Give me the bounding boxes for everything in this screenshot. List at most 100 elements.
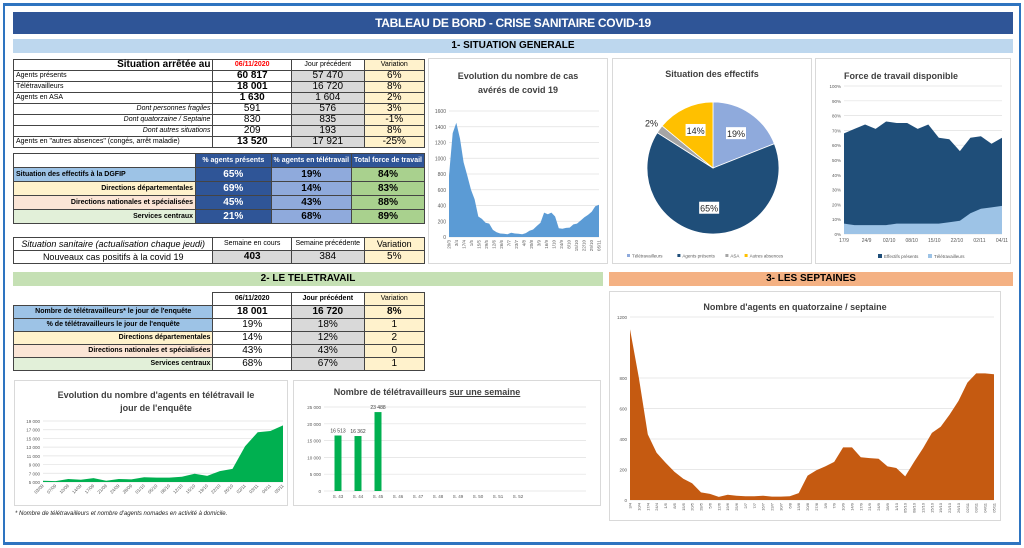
data-label: 65% [700, 204, 718, 214]
current-value: 13 520 [212, 136, 293, 148]
x-tick-label: S. 47 [413, 494, 424, 499]
situation-date: 06/11/2020 [212, 59, 293, 71]
x-tick-label: 8/5 [672, 502, 677, 508]
table-row: Directions départementales 14% 12% 2 [12, 331, 426, 345]
y-tick-label: 15 000 [26, 436, 40, 441]
variation-value: 8% [363, 125, 426, 137]
situation-label: Situation arrêtée au [12, 59, 214, 71]
area-series-t-l-travailleurs [844, 205, 1002, 234]
x-tick-label: 4/8 [522, 240, 527, 247]
y-tick-label: 13 000 [26, 445, 40, 450]
x-tick-label: 04/11 [983, 502, 988, 512]
table-row: Télétravailleurs 18 001 16 720 8% [12, 81, 426, 93]
total-value: 83% [351, 181, 425, 196]
x-tick-label: 17/4 [462, 240, 467, 249]
empty-header [12, 153, 197, 168]
x-tick-label: 10/09 [59, 483, 71, 495]
total-value: 84% [351, 167, 425, 182]
x-tick-label: 14/9 [849, 502, 854, 511]
situation-table: Situation arrêtée au 06/11/2020 Jour pré… [12, 59, 426, 148]
chart-cas-covid: Evolution du nombre de cas avérés de cov… [428, 58, 608, 264]
x-tick-label: 24/4 [654, 502, 659, 511]
x-tick-label: 17/9 [839, 238, 849, 244]
y-tick-label: 40% [832, 173, 841, 178]
x-tick-label: 2/7 [743, 502, 748, 508]
y-tick-label: 0 [318, 489, 321, 494]
x-tick-label: 3/9 [823, 502, 828, 508]
table-row: Directions nationales et spécialisées 45%… [12, 195, 425, 210]
y-tick-label: 10 000 [307, 455, 321, 460]
x-tick-label: 7/7 [507, 240, 512, 247]
x-tick-label: 21/09 [96, 483, 108, 495]
y-tick-label: 600 [438, 188, 447, 194]
x-tick-label: 22/10 [582, 240, 587, 252]
variation-header: Variation [363, 59, 426, 71]
previous-value: 384 [291, 250, 365, 264]
chart-teleevo-svg: 5 000 7 000 9 000 11 000 13 000 15 000 17 000 1… [26, 419, 285, 495]
x-tick-label: 29/10 [589, 240, 594, 252]
previous-value: 12% [291, 331, 365, 345]
bar-data-label: 16 513 [330, 429, 346, 435]
bar [354, 436, 362, 491]
x-tick-label: 03/11 [974, 502, 979, 512]
section-septaines: 3- LES SEPTAINES [609, 272, 1013, 286]
legend-label: Effectifs présents [884, 254, 919, 259]
y-tick-label: 9 000 [29, 463, 41, 468]
prev-day-header: Jour précédent [291, 292, 365, 306]
x-tick-label: 7/9 [832, 502, 837, 508]
x-tick-label: 7/7 [752, 502, 757, 508]
total-value: 88% [351, 195, 425, 210]
x-tick-label: 24/9 [862, 238, 872, 244]
sanitaire-table: Situation sanitaire (actualisation chaqu… [12, 237, 426, 264]
y-tick-label: 19 000 [26, 419, 40, 424]
x-tick-label: 05/11 [597, 240, 602, 251]
bar [334, 435, 342, 491]
previous-value: 16 720 [291, 81, 365, 93]
table-row: Nombre de télétravailleurs* le jour de l… [12, 305, 426, 319]
present-value: 65% [195, 167, 272, 182]
row-label: Agents en ASA [12, 92, 214, 104]
x-tick-label: 20/3 [447, 240, 452, 249]
current-value: 68% [212, 357, 293, 371]
data-label-bg [699, 201, 720, 214]
current-value: 403 [212, 250, 293, 264]
row-label: Nouveaux cas positifs à la covid 19 [12, 250, 214, 264]
x-tick-label: 5/6 [707, 502, 712, 508]
y-tick-label: 70% [832, 128, 841, 133]
bar [374, 412, 382, 491]
x-tick-label: 24/09 [109, 483, 121, 495]
x-tick-label: 1/10 [552, 240, 557, 249]
x-tick-label: 3/9 [537, 240, 542, 247]
table-row: Dont autres situations 209 193 8% [12, 125, 426, 137]
x-tick-label: 03/11 [248, 483, 260, 495]
x-tick-label: 22/10 [951, 238, 964, 244]
x-tick-label: 07/09 [46, 483, 58, 495]
x-tick-label: 17/9 [858, 502, 863, 511]
y-tick-label: 15 000 [307, 439, 321, 444]
row-label: Nombre de télétravailleurs* le jour de l… [12, 305, 214, 319]
x-tick-label: S. 49 [453, 494, 464, 499]
x-tick-label: 08/10 [912, 502, 917, 513]
current-value: 1 630 [212, 92, 293, 104]
previous-value: 16 720 [291, 305, 365, 319]
x-tick-label: 23/7 [770, 502, 775, 511]
row-label: Agents en "autres absences" (congés, arr… [12, 136, 214, 148]
previous-value: 193 [291, 125, 365, 137]
x-tick-label: 05/10 [903, 502, 908, 513]
current-value: 18 001 [212, 305, 293, 319]
chart-force-svg: 0% 10% 20% 30% 40% 50% 60% 70% 80% 90% 100% 17/9 24/… [829, 84, 1008, 259]
x-tick-label: 25/6 [734, 502, 739, 511]
x-tick-label: 23/7 [514, 240, 519, 249]
y-tick-label: 17 000 [26, 428, 40, 433]
current-week-header: Semaine en cours [212, 237, 293, 251]
chart-pie-effectifs: Situation des effectifs 19% 65% 2% 14% Télét… [612, 58, 812, 264]
x-tick-label: 19/10 [197, 483, 209, 495]
x-tick-label: 02/11 [236, 483, 248, 495]
x-tick-label: S. 46 [393, 494, 404, 499]
x-tick-label: 10/9 [841, 502, 846, 511]
variation-header: Variation [363, 237, 426, 251]
y-tick-label: 1200 [435, 141, 446, 147]
current-value: 209 [212, 125, 293, 137]
x-tick-label: 30/7 [778, 502, 783, 511]
x-tick-label: 10/4 [636, 502, 641, 511]
